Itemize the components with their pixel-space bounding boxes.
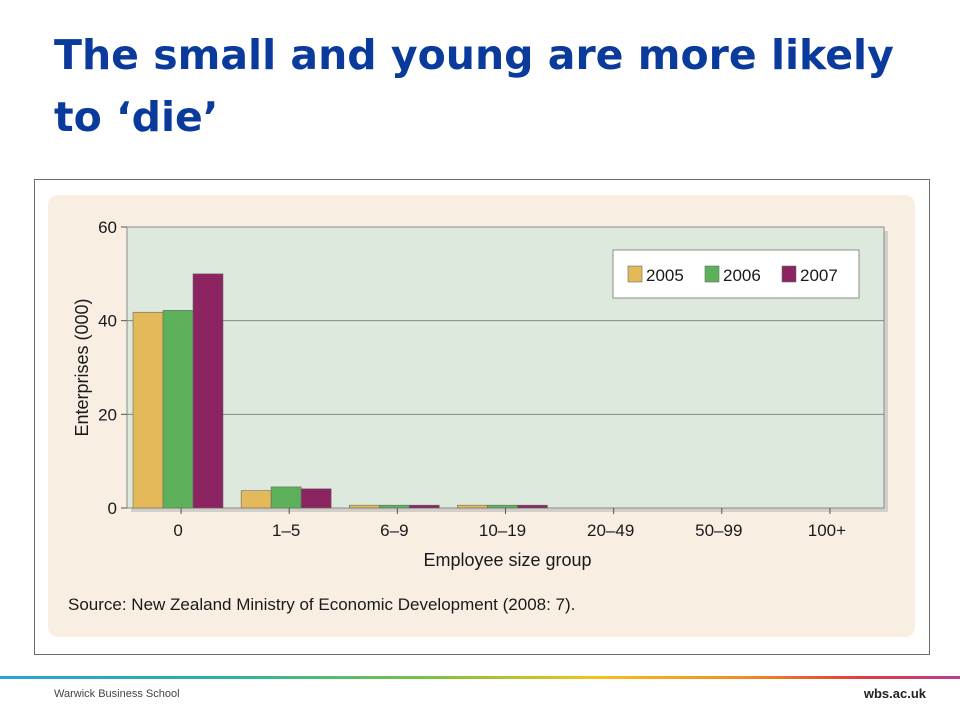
y-tick-label: 60	[98, 218, 117, 237]
footer-institution: Warwick Business School	[54, 688, 180, 700]
y-tick-label: 40	[98, 312, 117, 331]
y-tick-label: 0	[108, 499, 117, 518]
bar-2007-0	[192, 273, 224, 509]
bar-2005-2	[348, 504, 380, 509]
legend-label-2005: 2005	[646, 266, 684, 285]
legend-swatch-2006	[704, 265, 720, 283]
x-tick-label: 0	[173, 521, 182, 540]
bar-2007-1	[300, 488, 332, 509]
legend-swatch-2005	[627, 265, 643, 283]
slide-title-line-1: The small and young are more likely	[54, 31, 894, 79]
x-tick-label: 20–49	[587, 521, 634, 540]
source-note: Source: New Zealand Ministry of Economic…	[68, 595, 576, 614]
legend-swatch-2007	[781, 265, 797, 283]
y-tick-label: 20	[98, 405, 117, 424]
plot-area: 0 20 40 60 0 1–5 6–9 10–19 20–49 50–99 100+ 2005 200…	[98, 218, 888, 540]
slide-title-line-2: to ‘die’	[54, 93, 219, 141]
footer-website: wbs.ac.uk	[863, 686, 926, 701]
bar-2006-1	[270, 486, 302, 509]
x-axis-label: Employee size group	[423, 550, 591, 570]
bar-2006-2	[378, 504, 410, 509]
x-tick-label: 1–5	[272, 521, 300, 540]
bar-2005-1	[240, 490, 272, 509]
bar-2006-3	[487, 504, 518, 509]
bar-2007-2	[408, 504, 440, 509]
x-tick-label: 6–9	[380, 521, 408, 540]
bar-2006-0	[162, 310, 194, 509]
legend-label-2007: 2007	[800, 266, 838, 285]
slide-title: The small and young are more likely to ‘…	[54, 24, 914, 148]
x-tick-label: 100+	[808, 521, 846, 540]
legend-box	[612, 249, 860, 299]
x-tick-label: 50–99	[695, 521, 742, 540]
bar-2007-3	[517, 504, 548, 509]
bar-2005-3	[457, 504, 488, 509]
bar-2005-0	[132, 311, 164, 509]
x-tick-label: 10–19	[479, 521, 526, 540]
y-axis-label: Enterprises (000)	[72, 298, 92, 436]
legend-label-2006: 2006	[723, 266, 761, 285]
footer-color-rule	[0, 676, 960, 679]
